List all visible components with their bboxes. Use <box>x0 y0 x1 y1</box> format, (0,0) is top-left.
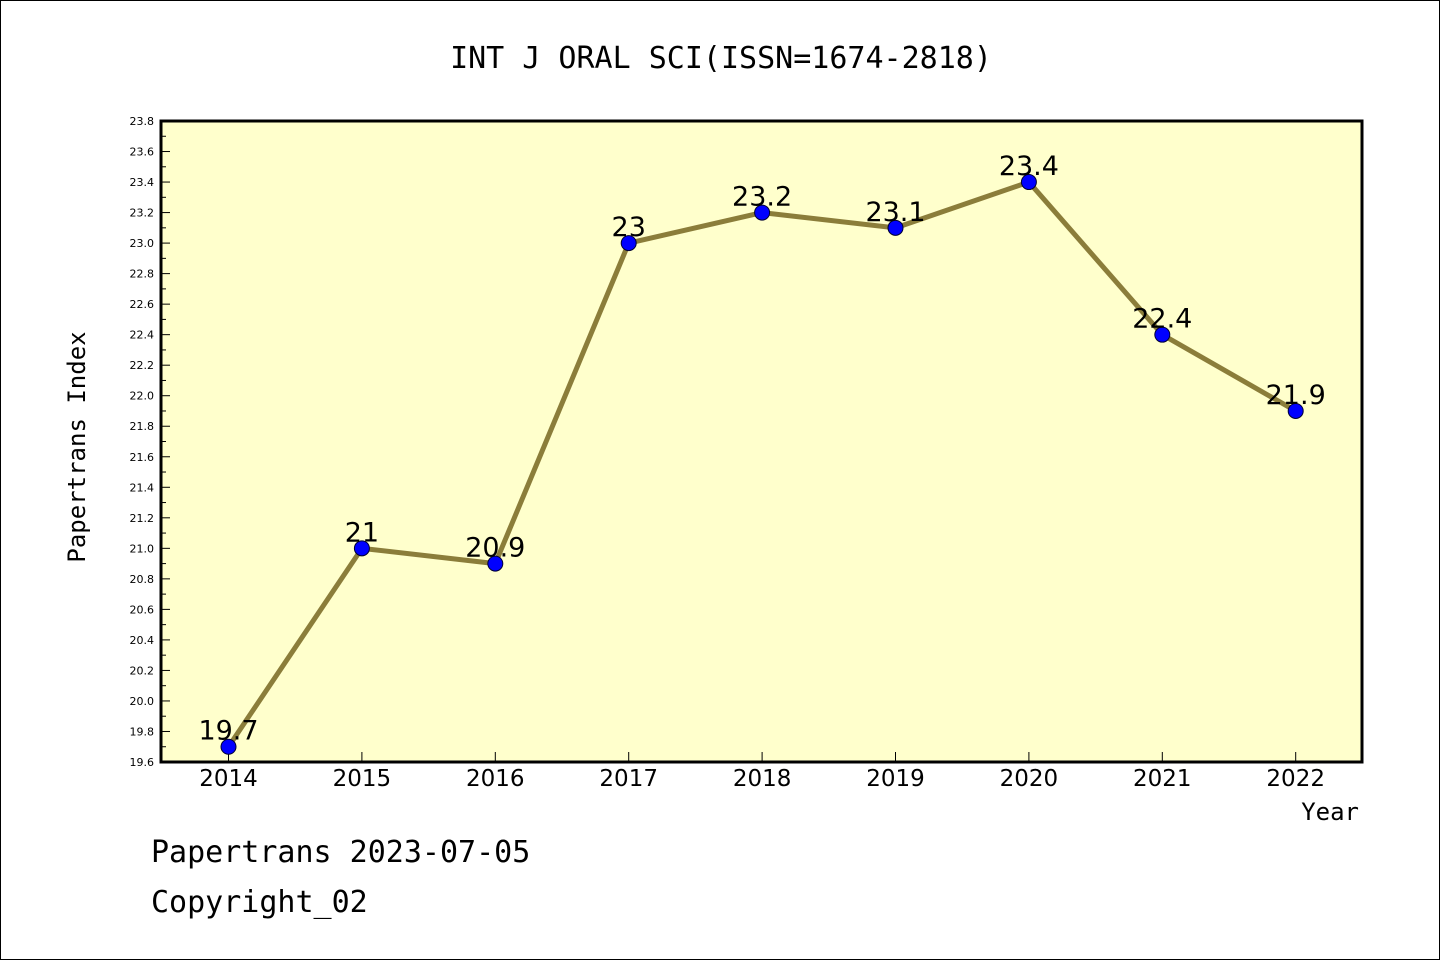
y-tick-label: 23.6 <box>130 146 155 159</box>
footer-date: Papertrans 2023-07-05 <box>151 835 531 870</box>
y-tick-label: 21.6 <box>130 451 155 464</box>
data-label: 19.7 <box>198 716 258 747</box>
y-tick-label: 22.6 <box>130 298 155 311</box>
y-tick-label: 20.6 <box>130 603 155 616</box>
footer-copyright: Copyright_02 <box>151 885 368 920</box>
chart-title: INT J ORAL SCI(ISSN=1674-2818) <box>450 41 992 76</box>
y-tick-label: 21.0 <box>130 542 155 555</box>
y-tick-label: 20.4 <box>130 634 155 647</box>
y-tick-label: 23.4 <box>130 176 155 189</box>
y-tick-label: 19.8 <box>130 725 155 738</box>
y-tick-label: 22.8 <box>130 268 155 281</box>
data-label: 23.1 <box>865 197 925 228</box>
x-axis-title: Year <box>1301 798 1359 826</box>
data-point-marker <box>353 540 370 557</box>
y-tick-label: 23.2 <box>130 207 155 220</box>
data-point-marker <box>620 235 637 252</box>
data-point-marker <box>1154 326 1171 343</box>
data-label: 20.9 <box>465 533 525 564</box>
data-label: 23 <box>612 212 646 243</box>
data-label: 21.9 <box>1266 380 1326 411</box>
x-tick-label: 2018 <box>733 766 792 792</box>
plot-area <box>159 119 1364 764</box>
y-tick-label: 23.8 <box>130 115 155 128</box>
y-tick-label: 22.0 <box>130 390 155 403</box>
x-tick-label: 2015 <box>333 766 392 792</box>
data-point-marker <box>487 555 504 572</box>
data-point-marker <box>1287 402 1304 419</box>
data-label: 23.2 <box>732 182 792 213</box>
series-line-group: 19.7 21 20.9 23 23.2 23.1 23.4 22.4 21.9 <box>198 151 1326 755</box>
y-tick-label: 21.2 <box>130 512 155 525</box>
y-tick-label: 20.2 <box>130 664 155 677</box>
y-tick-label: 23.0 <box>130 237 155 250</box>
data-point-marker <box>754 204 771 221</box>
data-point-marker <box>1020 174 1037 191</box>
data-label: 23.4 <box>999 151 1059 182</box>
x-tick-label: 2020 <box>1000 766 1059 792</box>
data-point-marker <box>220 738 237 755</box>
y-tick-label: 21.8 <box>130 420 155 433</box>
y-tick-label: 22.4 <box>130 329 155 342</box>
y-axis: 19.6 19.8 20.0 20.2 20.4 20.6 20.8 21.0 21.2 21.4… <box>130 115 170 769</box>
x-axis: 2014 2015 2016 2017 2018 2019 2020 2021 2022 <box>199 752 1325 792</box>
y-tick-label: 20.8 <box>130 573 155 586</box>
y-axis-title: Papertrans Index <box>63 331 91 562</box>
x-tick-label: 2022 <box>1266 766 1325 792</box>
y-tick-label: 19.6 <box>130 756 155 769</box>
x-tick-label: 2017 <box>599 766 658 792</box>
x-tick-label: 2021 <box>1133 766 1192 792</box>
data-label: 21 <box>345 517 379 548</box>
y-tick-label: 20.0 <box>130 695 155 708</box>
y-tick-label: 21.4 <box>130 481 155 494</box>
y-tick-label: 22.2 <box>130 359 155 372</box>
data-label: 22.4 <box>1132 304 1192 335</box>
data-point-marker <box>887 219 904 236</box>
x-tick-label: 2019 <box>866 766 925 792</box>
x-tick-label: 2016 <box>466 766 525 792</box>
x-tick-label: 2014 <box>199 766 258 792</box>
